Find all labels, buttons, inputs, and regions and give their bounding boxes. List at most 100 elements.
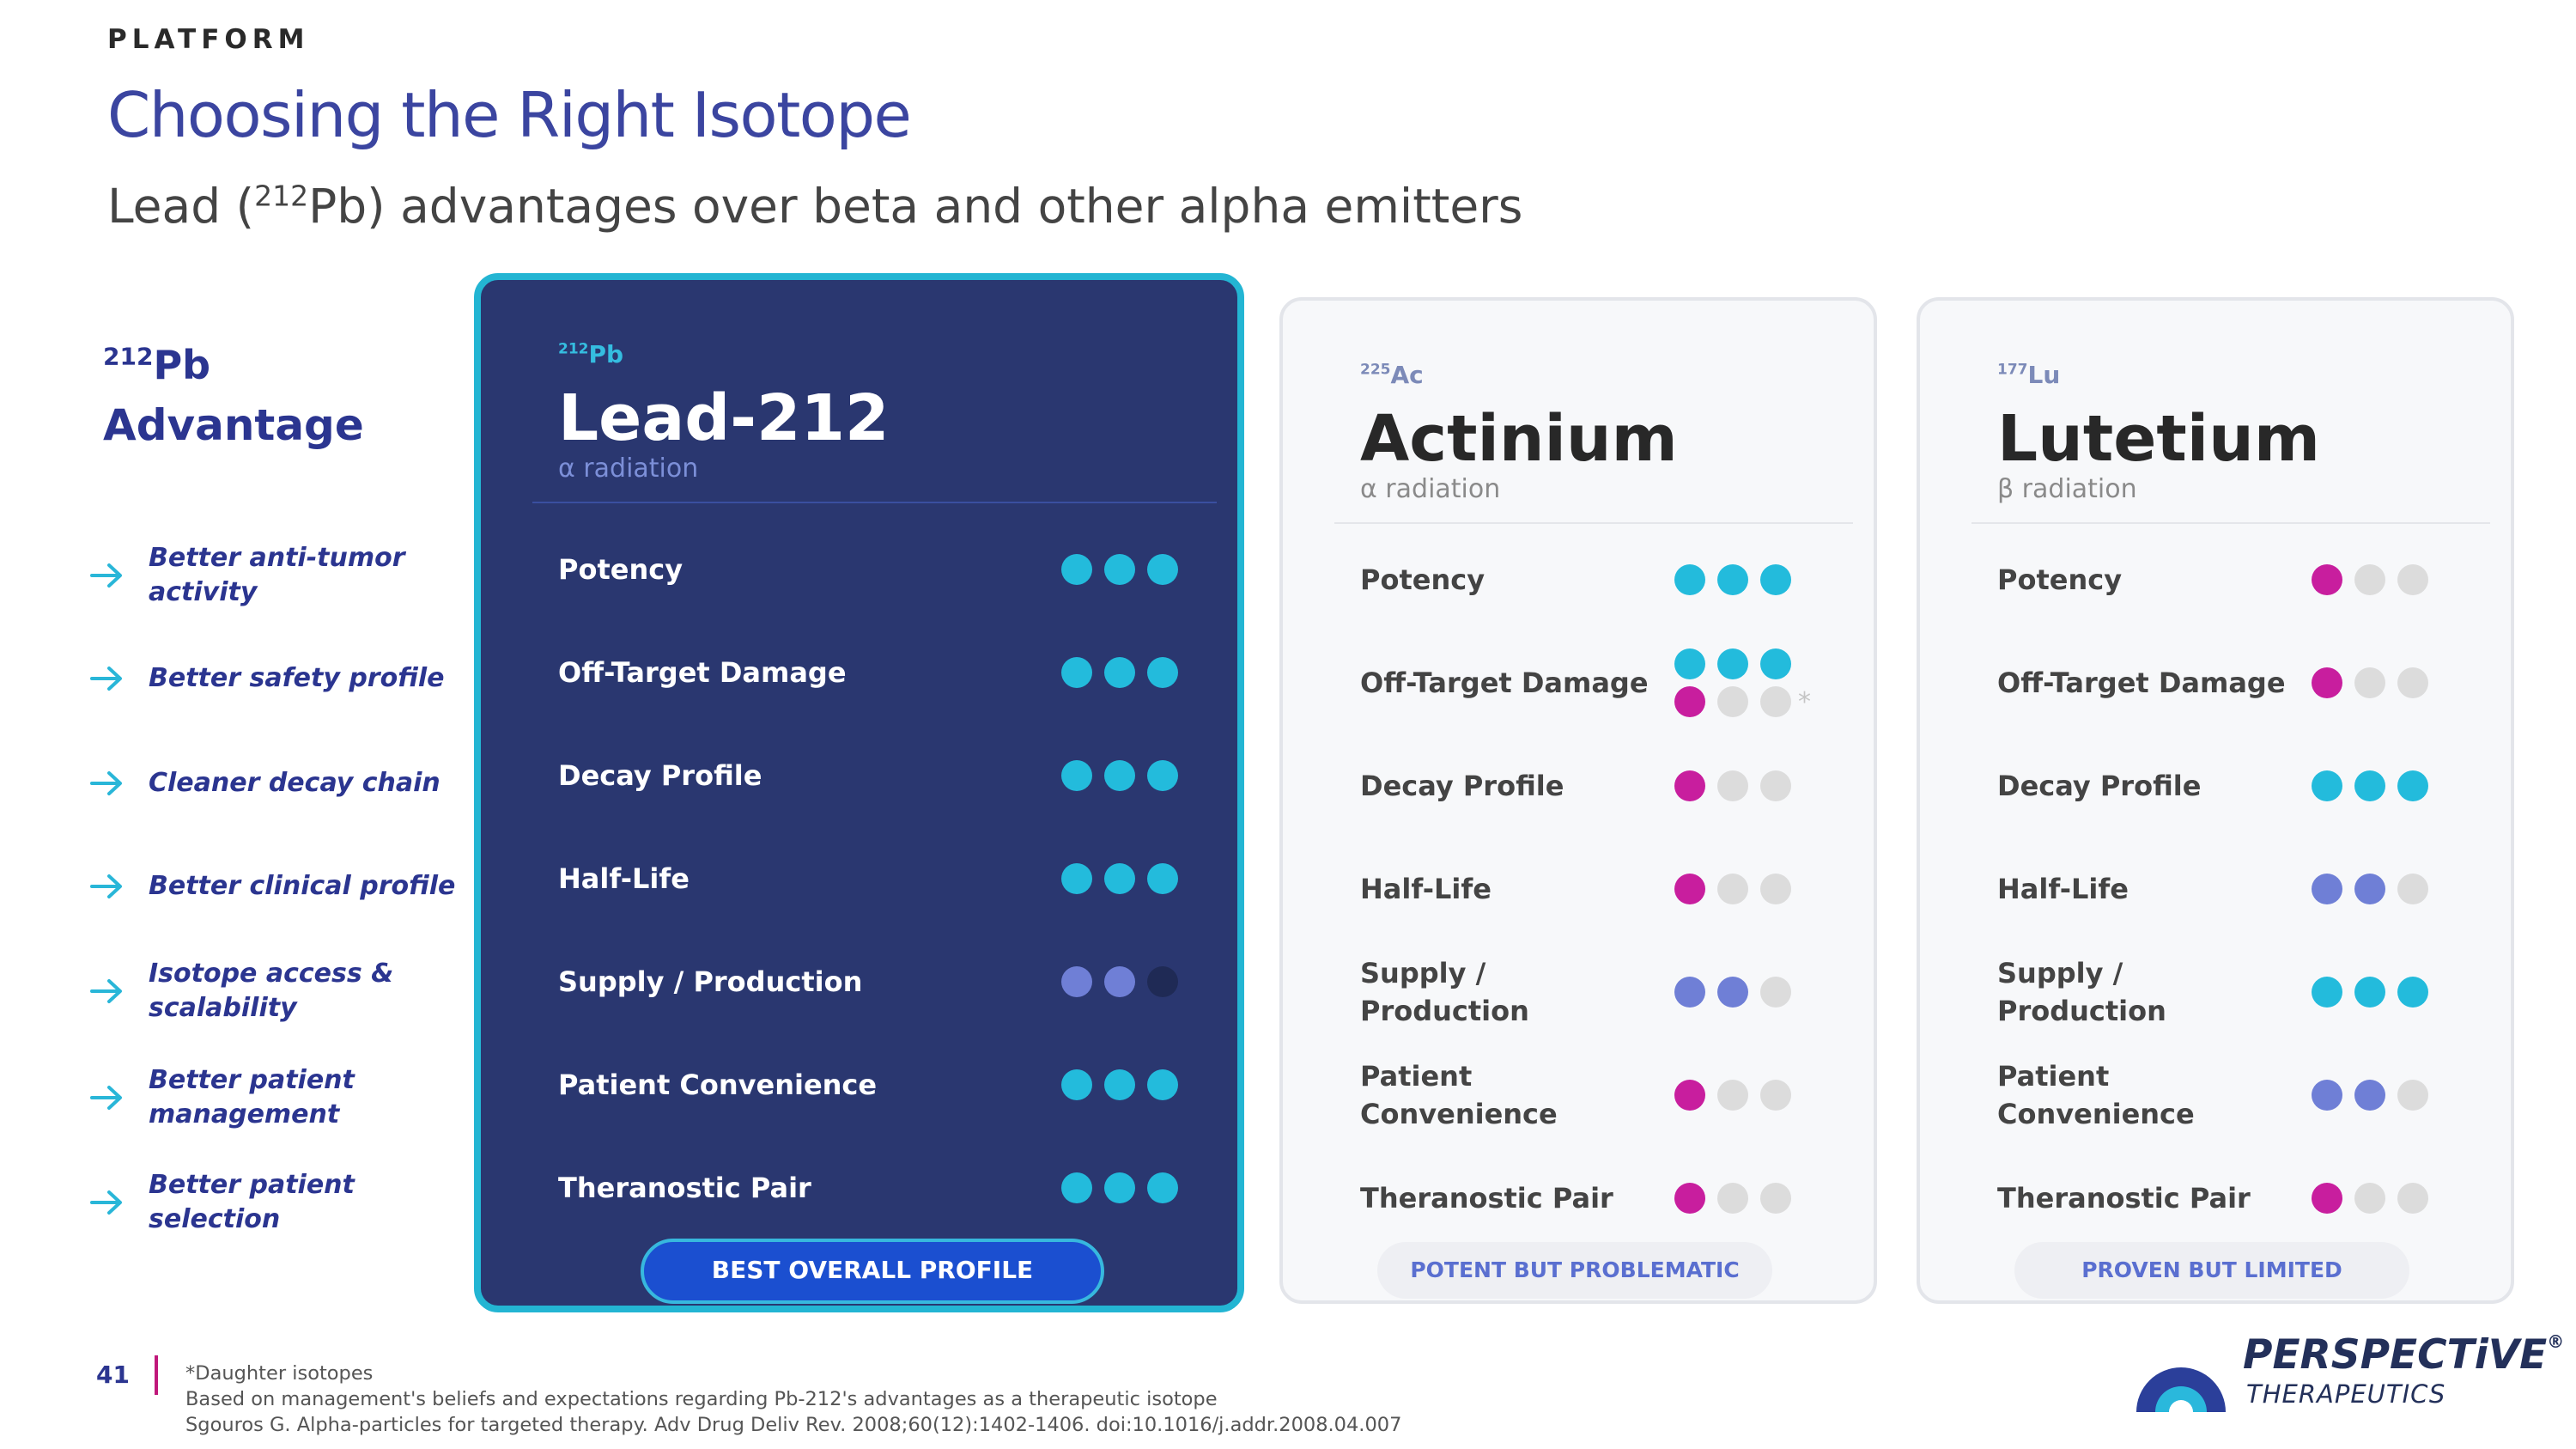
rating-dots-row — [1061, 966, 1178, 997]
rating-dots-row — [2312, 667, 2428, 698]
criterion-label: Decay Profile — [1360, 770, 1564, 802]
rating-dot-periwinkle — [1674, 977, 1705, 1008]
advantage-text: Better clinical profile — [149, 871, 456, 901]
rating-dots-row — [1674, 1080, 1791, 1111]
advantage-text: Cleaner decay chain — [149, 768, 440, 798]
criterion-rating — [2312, 564, 2428, 595]
advantage-item: Better clinical profile — [90, 850, 468, 922]
rating-dot-grey — [1760, 770, 1791, 801]
rating-dots-row — [1061, 657, 1178, 688]
rating-dot-periwinkle — [1061, 966, 1092, 997]
criterion-row: Potency — [1283, 533, 1874, 627]
rating-dot-magenta — [2312, 564, 2342, 595]
rating-dot-grey — [1760, 874, 1791, 904]
rating-dot-periwinkle — [2354, 874, 2385, 904]
rating-dot-cyan — [2397, 770, 2428, 801]
criterion-row: Off-Target Damage — [481, 625, 1237, 720]
rating-dot-cyan — [1104, 554, 1135, 585]
rating-dot-grey — [2354, 1183, 2385, 1214]
arrow-right-icon — [90, 563, 122, 588]
rating-dot-grey — [1717, 686, 1748, 717]
logo-wordmark-text: PERSPECTiVE — [2243, 1331, 2548, 1379]
company-logo: PERSPECTiVE® THERAPEUTICS — [2121, 1323, 2564, 1426]
criterion-label: Theranostic Pair — [558, 1172, 811, 1204]
radiation-type: β radiation — [1997, 474, 2137, 504]
criterion-label: Half-Life — [1360, 873, 1492, 905]
rating-dot-cyan — [1061, 760, 1092, 791]
isotope-mass: 212 — [558, 340, 589, 358]
advantage-item: Better anti-tumor activity — [90, 539, 468, 612]
rating-dot-cyan — [2312, 977, 2342, 1008]
criterion-label: Half-Life — [558, 862, 690, 895]
rating-dot-cyan — [1674, 648, 1705, 679]
rating-dot-grey — [1760, 977, 1791, 1008]
criterion-row: Theranostic Pair — [1920, 1151, 2511, 1245]
radiation-type: α radiation — [1360, 474, 1501, 504]
criterion-rating — [1674, 874, 1791, 904]
advantage-text: Better anti-tumor activity — [149, 543, 405, 607]
criterion-label: Off-Target Damage — [1360, 667, 1649, 699]
criterion-rating — [1061, 554, 1178, 585]
advantage-heading: Advantage — [103, 400, 364, 450]
criterion-label: Decay Profile — [1997, 770, 2202, 802]
criterion-rating — [2312, 667, 2428, 698]
rating-dot-cyan — [1061, 863, 1092, 894]
criterion-label: Patient Convenience — [1997, 1060, 2195, 1130]
rating-dot-magenta — [1674, 1183, 1705, 1214]
isotope-element: Ac — [1390, 361, 1424, 389]
criterion-rating — [1061, 966, 1178, 997]
card-lutetium: 177Lu Lutetium β radiation Potency Off-Targe… — [1917, 297, 2514, 1304]
criterion-label: Supply / Production — [1360, 957, 1529, 1027]
rating-dots-row — [2312, 564, 2428, 595]
criterion-label: Potency — [1997, 563, 2123, 596]
rating-dot-grey — [1760, 686, 1791, 717]
rating-dot-magenta — [1674, 874, 1705, 904]
criterion-label: Supply / Production — [558, 965, 863, 998]
page-divider — [155, 1355, 158, 1395]
criterion-label: Potency — [1360, 563, 1485, 596]
rating-dot-grey — [1717, 874, 1748, 904]
advantage-item: Better safety profile — [90, 642, 468, 715]
logo-subtitle: THERAPEUTICS — [2246, 1379, 2446, 1409]
rating-dots-row — [2312, 874, 2428, 904]
rating-dot-periwinkle — [1104, 966, 1135, 997]
rating-dot-periwinkle — [1717, 977, 1748, 1008]
arrow-right-icon — [90, 979, 122, 1003]
logo-mark-icon — [2136, 1367, 2226, 1412]
logo-registered: ® — [2547, 1331, 2565, 1352]
isotope-mass: 225 — [1360, 361, 1391, 379]
rating-dot-cyan — [1760, 564, 1791, 595]
rating-dot-cyan — [1147, 1069, 1178, 1100]
rating-dot-grey — [2397, 1080, 2428, 1111]
criterion-label: Decay Profile — [558, 759, 762, 792]
criterion-row: Decay Profile — [1283, 739, 1874, 833]
arrow-right-icon — [90, 1190, 122, 1215]
advantage-item: Better patient selection — [90, 1166, 468, 1239]
rating-dot-cyan — [1104, 1172, 1135, 1203]
rating-dot-grey — [1717, 1080, 1748, 1111]
subtitle-post: Pb) advantages over beta and other alpha… — [308, 179, 1523, 234]
rating-dot-cyan — [1147, 554, 1178, 585]
isotope-name: Lutetium — [1997, 402, 2320, 476]
rating-dot-periwinkle — [2312, 874, 2342, 904]
arrow-right-icon — [90, 874, 122, 898]
criterion-rating — [1061, 657, 1178, 688]
criterion-rating — [2312, 1183, 2428, 1214]
criterion-rating — [2312, 874, 2428, 904]
criterion-row: Decay Profile — [481, 728, 1237, 823]
isotope-element: Pb — [588, 340, 624, 368]
criterion-label: Off-Target Damage — [558, 656, 847, 689]
criterion-row: Supply / Production — [481, 935, 1237, 1029]
rating-dot-cyan — [2312, 770, 2342, 801]
criterion-row: Half-Life — [1283, 842, 1874, 936]
criterion-rating — [1061, 1069, 1178, 1100]
rating-dot-cyan — [1104, 760, 1135, 791]
criterion-rating — [1061, 1172, 1178, 1203]
criterion-label: Patient Convenience — [558, 1068, 878, 1101]
criterion-row: Off-Target Damage * — [1283, 636, 1874, 730]
criterion-row: Half-Life — [481, 831, 1237, 926]
rating-dot-grey — [2397, 1183, 2428, 1214]
rating-dot-cyan — [1147, 863, 1178, 894]
advantage-text: Isotope access & scalability — [149, 959, 394, 1023]
rating-dot-cyan — [1147, 1172, 1178, 1203]
